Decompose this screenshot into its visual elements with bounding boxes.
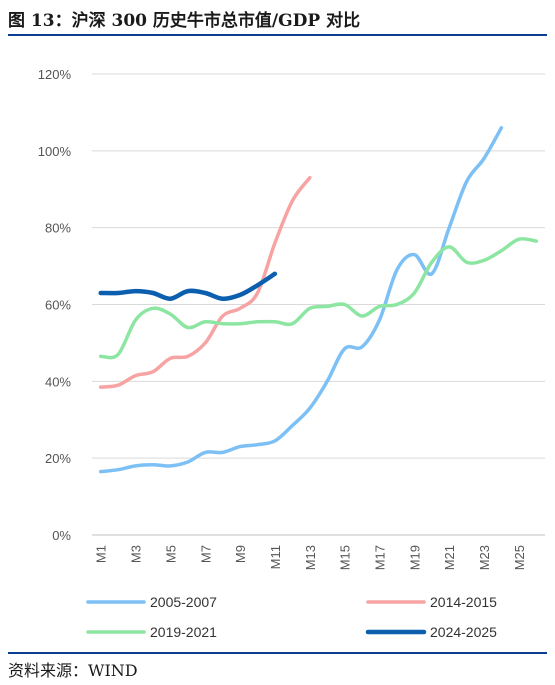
- legend-label: 2019-2021: [150, 624, 217, 640]
- x-tick-label: M5: [163, 545, 178, 563]
- x-tick-label: M25: [512, 545, 527, 570]
- y-tick-label: 0%: [52, 528, 71, 543]
- source-note: 资料来源：WIND: [8, 661, 138, 680]
- y-tick-label: 40%: [45, 374, 71, 389]
- x-tick-label: M15: [338, 545, 353, 570]
- gridlines: [92, 73, 545, 536]
- y-tick-label: 20%: [45, 451, 71, 466]
- legend-label: 2005-2007: [150, 594, 217, 610]
- x-tick-label: M11: [268, 545, 283, 569]
- x-tick-label: M1: [94, 545, 109, 563]
- y-tick-label: 100%: [38, 144, 72, 159]
- series-line-2005-2007: [98, 126, 504, 474]
- footer-rule: [8, 652, 547, 654]
- x-tick-label: M13: [303, 545, 318, 570]
- x-tick-label: M9: [233, 545, 248, 563]
- plot-area: [98, 126, 539, 474]
- y-tick-label: 80%: [45, 221, 71, 236]
- x-tick-label: M23: [477, 545, 492, 570]
- x-tick-label: M21: [442, 545, 457, 570]
- legend-label: 2024-2025: [430, 624, 497, 640]
- series-line-2019-2021: [98, 237, 539, 360]
- x-tick-label: M3: [129, 545, 144, 563]
- legend: 2005-2007 2014-2015 2019-2021 2024-2025: [86, 594, 497, 640]
- figure-header: 图 13：沪深 300 历史牛市总市值/GDP 对比: [0, 0, 555, 36]
- series-line-2024-2025: [98, 271, 278, 301]
- y-tick-label: 60%: [45, 298, 71, 313]
- figure-title: 图 13：沪深 300 历史牛市总市值/GDP 对比: [8, 11, 361, 31]
- y-tick-label: 120%: [38, 67, 72, 82]
- x-tick-label: M19: [407, 545, 422, 570]
- x-tick-label: M7: [198, 545, 213, 563]
- header-rule: [8, 34, 547, 36]
- x-tick-label: M17: [372, 545, 387, 570]
- x-axis: M1 M3 M5 M7 M9 M11 M13 M15 M17 M19 M21 M23 M25: [94, 545, 527, 570]
- y-axis: 0% 20% 40% 60% 80% 100% 120%: [38, 67, 72, 543]
- line-chart: 0%20%40%60%80%100%120% M1 M3 M5 M7 M9 M11 M13 M…: [38, 67, 545, 640]
- legend-label: 2014-2015: [430, 594, 497, 610]
- series-line-2014-2015: [98, 175, 312, 389]
